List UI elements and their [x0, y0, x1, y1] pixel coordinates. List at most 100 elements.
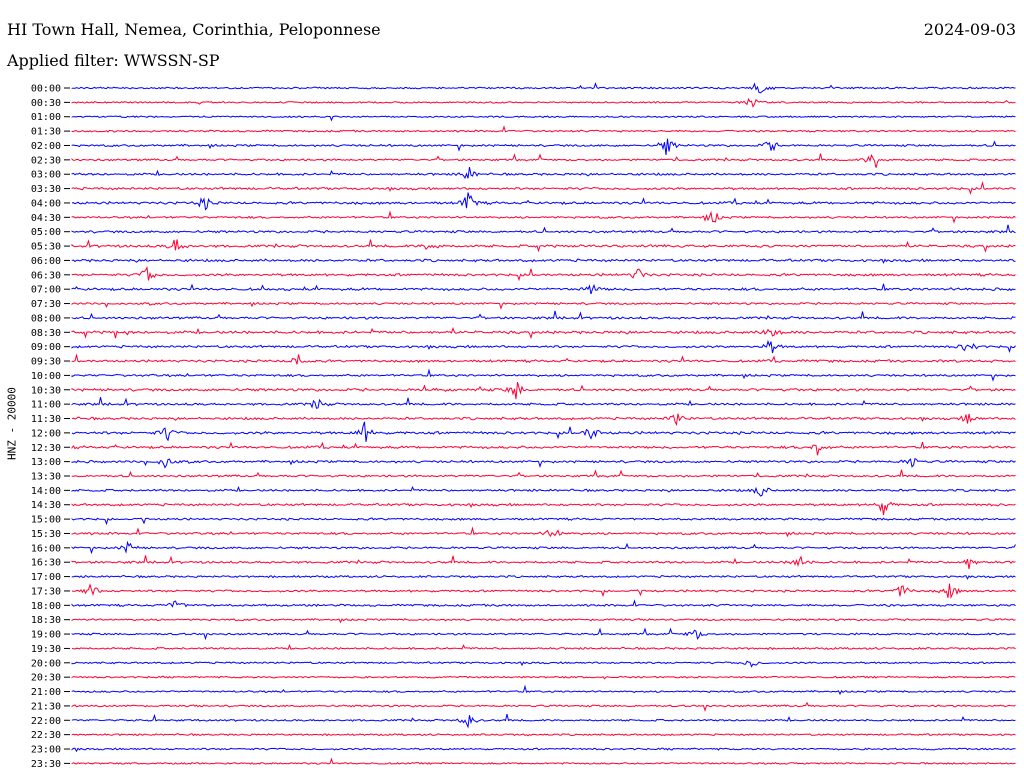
date-label: 2024-09-03 [923, 20, 1016, 39]
trace-row [71, 675, 1016, 680]
trace-row [71, 153, 1016, 168]
row-time-label: 10:00 [31, 371, 61, 382]
station-title: HI Town Hall, Nemea, Corinthia, Peloponn… [7, 20, 381, 39]
row-time-label: 10:30 [31, 385, 61, 396]
trace-row [71, 501, 1016, 516]
trace-row [71, 368, 1016, 382]
row-time-label: 03:30 [31, 184, 61, 195]
trace-row [71, 125, 1016, 133]
trace-row [71, 353, 1016, 365]
row-time-label: 21:00 [31, 687, 61, 698]
trace-row [71, 167, 1016, 180]
row-time-label: 11:30 [31, 414, 61, 425]
trace-row [71, 381, 1016, 400]
row-time-label: 17:00 [31, 572, 61, 583]
trace-row [71, 258, 1016, 264]
row-time-label: 06:00 [31, 256, 61, 267]
row-time-label: 19:30 [31, 644, 61, 655]
row-time-label: 16:30 [31, 558, 61, 569]
row-time-label: 05:00 [31, 227, 61, 238]
row-time-label: 23:30 [31, 759, 61, 770]
row-time-label: 09:30 [31, 357, 61, 368]
trace-row [71, 644, 1016, 651]
row-time-label: 12:30 [31, 443, 61, 454]
trace-row [71, 747, 1016, 753]
row-time-label: 19:00 [31, 630, 61, 641]
row-time-label: 12:00 [31, 428, 61, 439]
trace-row [71, 97, 1016, 108]
filter-label: Applied filter: WWSSN-SP [7, 51, 220, 70]
trace-row [71, 733, 1016, 737]
trace-row [71, 421, 1016, 442]
trace-row [71, 115, 1016, 122]
row-time-label: 02:00 [31, 141, 61, 152]
row-time-label: 15:00 [31, 515, 61, 526]
trace-row [71, 326, 1016, 340]
row-time-label: 11:00 [31, 400, 61, 411]
trace-row [71, 239, 1016, 253]
trace-row [71, 555, 1016, 570]
trace-row [71, 526, 1016, 538]
trace-row [71, 180, 1016, 195]
trace-row [71, 283, 1016, 295]
trace-row [71, 540, 1016, 555]
row-time-label: 17:30 [31, 586, 61, 597]
trace-row [71, 574, 1016, 580]
row-time-label: 13:00 [31, 457, 61, 468]
trace-row [71, 660, 1016, 668]
trace-row [71, 397, 1016, 409]
row-time-label: 22:00 [31, 716, 61, 727]
row-time-label: 20:00 [31, 658, 61, 669]
row-time-label: 07:00 [31, 285, 61, 296]
trace-row [71, 486, 1016, 497]
row-time-label: 01:30 [31, 127, 61, 138]
trace-row [71, 310, 1016, 320]
trace-row [71, 517, 1016, 526]
trace-row [71, 684, 1016, 696]
row-time-label: 04:00 [31, 198, 61, 209]
row-time-label: 03:00 [31, 170, 61, 181]
row-time-label: 08:00 [31, 313, 61, 324]
trace-row [71, 618, 1016, 624]
trace-row [71, 713, 1016, 729]
trace-row [71, 701, 1016, 713]
trace-row [71, 413, 1016, 427]
trace-row [71, 441, 1016, 456]
trace-row [71, 469, 1016, 478]
trace-row [71, 757, 1016, 765]
row-time-label: 02:30 [31, 155, 61, 166]
trace-row [71, 582, 1016, 600]
trace-row [71, 301, 1016, 310]
row-time-label: 14:30 [31, 500, 61, 511]
trace-row [71, 82, 1016, 94]
trace-row [71, 339, 1016, 354]
trace-row [71, 627, 1016, 641]
row-time-label: 15:30 [31, 529, 61, 540]
row-time-label: 18:30 [31, 615, 61, 626]
row-time-label: 16:00 [31, 543, 61, 554]
row-time-label: 00:30 [31, 98, 61, 109]
row-time-label: 07:30 [31, 299, 61, 310]
row-time-label: 20:30 [31, 673, 61, 684]
row-time-label: 00:00 [31, 84, 61, 95]
row-time-label: 08:30 [31, 328, 61, 339]
row-time-label: 09:00 [31, 342, 61, 353]
trace-row [71, 210, 1016, 224]
row-time-label: 21:30 [31, 701, 61, 712]
trace-row [71, 192, 1016, 211]
row-time-label: 06:30 [31, 270, 61, 281]
row-time-label: 14:00 [31, 486, 61, 497]
row-time-label: 01:00 [31, 112, 61, 123]
trace-row [71, 599, 1016, 608]
trace-row [71, 457, 1016, 469]
row-time-label: 18:00 [31, 601, 61, 612]
trace-row [71, 224, 1016, 234]
row-time-label: 22:30 [31, 730, 61, 741]
row-time-label: 04:30 [31, 213, 61, 224]
trace-row [71, 265, 1016, 282]
row-time-label: 13:30 [31, 471, 61, 482]
trace-row [71, 138, 1016, 156]
row-time-label: 05:30 [31, 242, 61, 253]
row-time-label: 23:00 [31, 745, 61, 756]
